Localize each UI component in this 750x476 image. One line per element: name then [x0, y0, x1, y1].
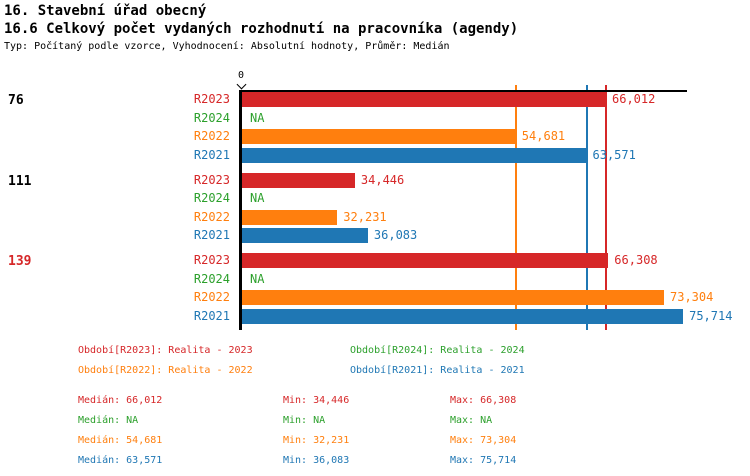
stat-median-R2022: Medián: 54,681 — [78, 435, 163, 446]
stat-max-R2021: Max: 75,714 — [450, 455, 517, 466]
bar-chart: 0 76 R2023 66,012 R2024 NA R2022 54,681 R2021 63… — [0, 60, 750, 340]
bar-value-label: 66,012 — [612, 92, 656, 106]
stat-median-R2021: Medián: 63,571 — [78, 455, 163, 466]
chart-subtitle: Typ: Počítaný podle vzorce, Vyhodnocení:… — [4, 41, 450, 52]
bar-139-R2022[interactable] — [242, 290, 664, 305]
x-axis-zero-label: 0 — [238, 70, 245, 81]
row-label-R2022: R2022 — [193, 290, 230, 304]
row-label-R2024: R2024 — [193, 110, 230, 125]
bar-111-R2023[interactable] — [242, 172, 355, 188]
bar-111-R2022[interactable] — [242, 209, 338, 225]
y-axis-line — [239, 90, 242, 330]
bar-value-label: 36,083 — [373, 228, 418, 242]
row-label-R2024: R2024 — [193, 191, 230, 205]
legend-item-R2023: Období[R2023]: Realita - 2023 — [78, 345, 253, 356]
bar-value-label: 75,714 — [689, 308, 733, 323]
median-line-R2023 — [605, 85, 607, 330]
stat-max-R2023: Max: 66,308 — [450, 395, 517, 406]
legend-item-R2021: Období[R2021]: Realita - 2021 — [350, 365, 525, 376]
bar-value-label: 34,446 — [360, 172, 405, 187]
row-label-R2022: R2022 — [193, 129, 230, 143]
row-label-R2023: R2023 — [193, 253, 230, 267]
bar-value-label: 66,308 — [614, 253, 658, 267]
bar-value-label: 32,231 — [343, 209, 387, 224]
na-label: NA — [250, 271, 265, 286]
na-label: NA — [250, 191, 265, 205]
x-axis-tick-caret-icon — [236, 79, 247, 90]
chart-title: 16.6 Celkový počet vydaných rozhodnutí n… — [4, 21, 519, 37]
row-label-R2023: R2023 — [193, 172, 230, 187]
stat-max-R2024: Max: NA — [450, 415, 493, 426]
row-label-R2021: R2021 — [193, 308, 230, 323]
bar-76-R2021[interactable] — [242, 147, 587, 163]
bar-139-R2021[interactable] — [242, 308, 684, 324]
group-label-76: 76 — [8, 93, 24, 108]
row-label-R2023: R2023 — [193, 92, 230, 106]
legend-item-R2024: Období[R2024]: Realita - 2024 — [350, 345, 525, 356]
stat-min-R2023: Min: 34,446 — [283, 395, 350, 406]
group-label-139: 139 — [8, 254, 32, 269]
bar-111-R2021[interactable] — [242, 228, 368, 243]
na-label: NA — [250, 110, 265, 125]
stat-min-R2021: Min: 36,083 — [283, 455, 350, 466]
group-label-111: 111 — [8, 173, 32, 189]
stats-block: Medián: 66,012 Min: 34,446 Max: 66,308 Medi… — [78, 391, 516, 471]
legend-item-R2022: Období[R2022]: Realita - 2022 — [78, 365, 253, 376]
page-title: 16. Stavební úřad obecný — [4, 3, 207, 19]
bar-value-label: 73,304 — [670, 290, 714, 304]
bar-139-R2023[interactable] — [242, 253, 609, 268]
row-label-R2022: R2022 — [193, 209, 230, 224]
stat-median-R2023: Medián: 66,012 — [78, 395, 163, 406]
stat-min-R2024: Min: NA — [283, 415, 326, 426]
bar-value-label: 63,571 — [592, 147, 636, 162]
row-label-R2024: R2024 — [193, 271, 230, 286]
stat-min-R2022: Min: 32,231 — [283, 435, 350, 446]
x-axis-line — [240, 90, 687, 92]
stat-median-R2024: Medián: NA — [78, 415, 139, 426]
chart-legend: Období[R2023]: Realita - 2023 Období[R202… — [78, 341, 525, 381]
row-label-R2021: R2021 — [193, 147, 230, 162]
median-line-R2021 — [585, 85, 588, 330]
bar-76-R2022[interactable] — [242, 129, 516, 144]
median-line-R2022 — [514, 85, 517, 330]
bar-76-R2023[interactable] — [242, 92, 606, 107]
row-label-R2021: R2021 — [193, 228, 230, 242]
stat-max-R2022: Max: 73,304 — [450, 435, 517, 446]
bar-value-label: 54,681 — [521, 129, 566, 143]
